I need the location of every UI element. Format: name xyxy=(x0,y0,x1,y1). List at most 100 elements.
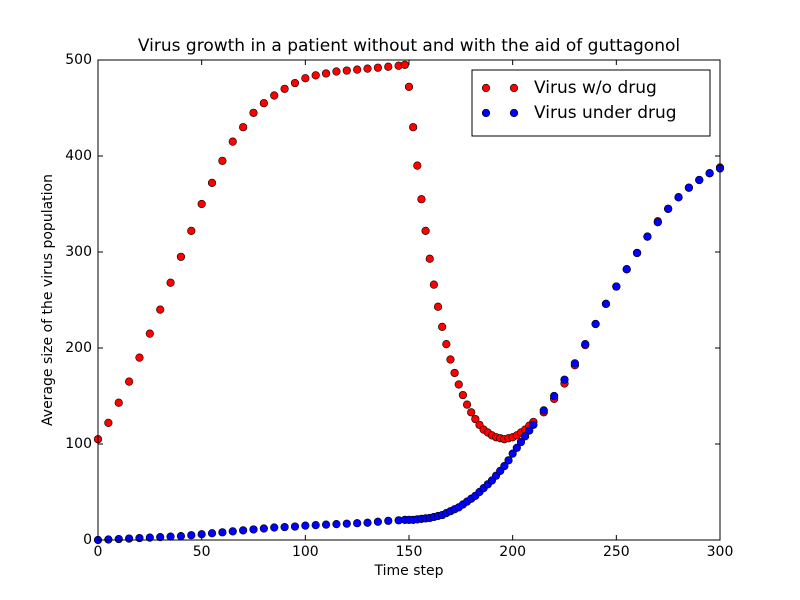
data-point xyxy=(239,526,248,535)
data-point xyxy=(409,123,418,132)
legend-marker xyxy=(509,83,519,93)
data-point xyxy=(467,408,476,417)
data-point xyxy=(218,156,227,165)
data-point xyxy=(550,391,559,401)
data-point xyxy=(400,60,409,69)
data-point xyxy=(353,65,362,74)
data-point xyxy=(433,302,443,311)
data-point xyxy=(417,195,426,204)
data-point xyxy=(290,78,300,88)
data-point xyxy=(442,340,451,349)
legend-marker xyxy=(509,108,519,118)
data-point xyxy=(622,265,631,274)
x-tick-label: 250 xyxy=(603,544,630,560)
data-point xyxy=(450,368,459,378)
legend: Virus w/o drug Virus under drug xyxy=(471,69,711,137)
y-axis-label: Average size of the virus population xyxy=(40,174,56,426)
data-point xyxy=(363,64,372,73)
data-point xyxy=(135,533,144,543)
data-point xyxy=(301,521,310,530)
data-point xyxy=(280,84,289,93)
data-point xyxy=(342,519,351,528)
data-point xyxy=(176,252,186,261)
data-point xyxy=(521,432,530,441)
data-point xyxy=(462,400,472,409)
x-tick-label: 200 xyxy=(499,544,526,560)
data-point xyxy=(643,232,652,241)
data-point xyxy=(591,319,600,329)
data-point xyxy=(373,63,383,72)
data-point xyxy=(684,183,694,192)
data-point xyxy=(516,437,526,447)
legend-marker xyxy=(481,108,491,118)
data-point xyxy=(332,520,341,529)
data-point xyxy=(301,74,310,83)
data-point xyxy=(695,175,704,185)
data-point xyxy=(270,91,279,100)
data-point xyxy=(290,522,300,531)
data-point xyxy=(632,248,642,258)
data-point xyxy=(114,534,123,544)
data-point xyxy=(321,520,331,529)
data-point xyxy=(664,204,673,213)
y-tick-label: 400 xyxy=(65,148,92,164)
data-point xyxy=(187,226,196,235)
data-point xyxy=(135,353,144,362)
data-point xyxy=(249,108,258,117)
data-point xyxy=(674,193,683,202)
data-point xyxy=(125,377,134,386)
data-point xyxy=(156,533,165,542)
x-tick-label: 50 xyxy=(193,544,211,560)
y-tick-label: 0 xyxy=(83,532,92,548)
data-point xyxy=(438,322,447,331)
y-tick-label: 300 xyxy=(65,244,92,260)
data-point xyxy=(166,278,175,287)
x-tick-label: 300 xyxy=(707,544,734,560)
data-point xyxy=(570,359,579,368)
legend-marker xyxy=(481,83,491,93)
data-point xyxy=(421,226,430,235)
data-point xyxy=(601,299,611,308)
data-point xyxy=(446,355,455,364)
data-point xyxy=(104,418,113,427)
data-point xyxy=(259,524,268,533)
data-point xyxy=(207,529,217,538)
data-point xyxy=(471,414,480,424)
data-point xyxy=(425,254,434,263)
data-point xyxy=(332,67,341,76)
data-point xyxy=(404,82,414,91)
legend-label: Virus w/o drug xyxy=(534,78,657,98)
data-point xyxy=(342,66,351,75)
y-tick-label: 200 xyxy=(65,340,92,356)
x-tick-label: 0 xyxy=(94,544,103,560)
y-tick-label: 500 xyxy=(65,52,92,68)
data-point xyxy=(384,516,393,525)
data-point xyxy=(270,523,279,532)
data-point xyxy=(249,525,258,534)
data-point xyxy=(705,169,714,178)
data-point xyxy=(504,456,513,465)
legend-box xyxy=(471,69,711,137)
data-point xyxy=(539,406,548,415)
data-point xyxy=(218,528,227,537)
data-point xyxy=(239,123,248,132)
data-point xyxy=(166,532,175,541)
data-point xyxy=(363,518,372,527)
data-point xyxy=(413,161,422,170)
data-point xyxy=(512,443,521,452)
data-point xyxy=(176,532,186,541)
data-point xyxy=(454,380,463,389)
data-point xyxy=(529,420,538,429)
data-point xyxy=(384,62,393,71)
data-point xyxy=(373,517,383,526)
data-point xyxy=(114,398,123,407)
data-point xyxy=(259,99,268,108)
data-point xyxy=(187,531,196,540)
data-point xyxy=(581,340,590,349)
data-point xyxy=(228,527,237,536)
data-point xyxy=(280,522,289,532)
data-point xyxy=(125,534,134,543)
data-point xyxy=(458,390,468,400)
y-tick-label: 100 xyxy=(65,436,92,452)
